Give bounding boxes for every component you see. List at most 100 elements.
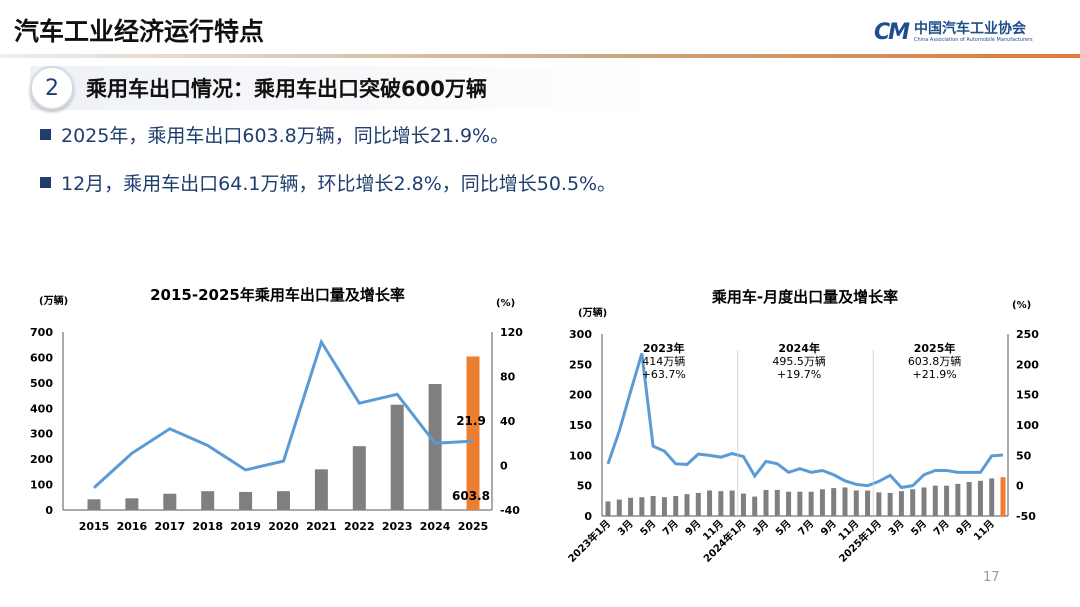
bar (650, 495, 656, 516)
logo-en: China Association of Automobile Manufact… (914, 37, 1033, 43)
y2-axis-label: (%) (496, 298, 515, 309)
x-tick-label: 11月 (971, 518, 996, 543)
y-tick-label: 250 (569, 358, 592, 371)
y2-tick-label: 40 (500, 415, 516, 428)
bar (718, 491, 724, 516)
annotation-year: 2023年 (643, 341, 685, 355)
y-tick-label: 300 (569, 328, 592, 341)
y-tick-label: 150 (569, 419, 592, 432)
bullet-text: 2025年，乘用车出口603.8万辆，同比增长21.9%。 (61, 125, 510, 147)
y-tick-label: 300 (30, 428, 53, 441)
y-tick-label: 600 (30, 351, 53, 364)
logo-mark-icon: CM (874, 20, 910, 45)
bar (808, 491, 814, 516)
bar (684, 494, 690, 516)
bar (616, 499, 622, 516)
growth-line (606, 352, 1004, 490)
x-tick-label: 2019 (230, 520, 261, 533)
bar (921, 487, 927, 516)
y2-tick-label: 0 (500, 460, 508, 473)
logo-cn: 中国汽车工业协会 (914, 21, 1027, 37)
y2-tick-label: -50 (1016, 510, 1036, 523)
bar (628, 497, 634, 516)
annotation-volume: 495.5万辆 (772, 354, 826, 368)
y-tick-label: 500 (30, 377, 53, 390)
y2-tick-label: 150 (1016, 389, 1039, 402)
bullet-square-icon (40, 177, 51, 188)
bar (428, 384, 442, 510)
bar (390, 404, 404, 510)
bar (898, 491, 904, 516)
bar (989, 478, 995, 516)
annotation-volume: 603.8万辆 (908, 354, 962, 368)
x-tick-label: 2022 (344, 520, 375, 533)
bar (239, 491, 253, 510)
section-number: 2 (30, 66, 74, 110)
x-tick-label: 2015 (79, 520, 110, 533)
bar (277, 491, 290, 510)
y-tick-label: 100 (30, 479, 53, 492)
bar (740, 493, 746, 516)
bar (163, 493, 177, 510)
x-tick-label: 2023 (382, 520, 413, 533)
bar (786, 491, 792, 516)
bar (831, 488, 837, 516)
y-axis-label: (万辆) (578, 306, 607, 319)
chart-title: 乘用车-月度出口量及增长率 (711, 288, 898, 306)
bullet-item: 12月，乘用车出口64.1万辆，环比增长2.8%，同比增长50.5%。 (40, 169, 616, 196)
bar (87, 499, 101, 510)
header-divider (0, 54, 1080, 58)
bar (853, 490, 859, 516)
x-tick-label: 7月 (660, 518, 680, 538)
y-tick-label: 100 (569, 449, 592, 462)
y-tick-label: 0 (45, 504, 53, 517)
bar (955, 483, 961, 516)
x-tick-label: 3月 (615, 518, 635, 538)
annotation-year: 2024年 (778, 341, 820, 355)
y2-tick-label: 200 (1016, 358, 1039, 371)
bar (876, 492, 882, 516)
bar (125, 498, 139, 510)
bar (932, 485, 938, 516)
annotation-growth: +19.7% (777, 368, 821, 381)
x-tick-label: 2023年1月 (565, 517, 613, 565)
y-tick-label: 200 (30, 453, 53, 466)
bullet-item: 2025年，乘用车出口603.8万辆，同比增长21.9%。 (40, 121, 509, 148)
x-tick-label: 2018 (192, 520, 223, 533)
y2-tick-label: 120 (500, 326, 523, 339)
bar (865, 490, 871, 516)
x-tick-label: 2016 (117, 520, 148, 533)
y2-tick-label: 0 (1016, 480, 1024, 493)
bar (763, 489, 769, 516)
x-tick-label: 2024 (420, 520, 451, 533)
annotation-year: 2025年 (914, 341, 956, 355)
bar (944, 485, 950, 516)
y2-tick-label: 100 (1016, 419, 1039, 432)
x-tick-label: 5月 (773, 518, 793, 538)
x-tick-label: 3月 (886, 518, 906, 538)
y-tick-label: 0 (584, 510, 592, 523)
x-tick-label: 3月 (751, 518, 771, 538)
section-heading: 2 乘用车出口情况：乘用车出口突破600万辆 (30, 66, 1080, 110)
y2-tick-label: -40 (500, 504, 520, 517)
bar (661, 497, 667, 516)
x-tick-label: 2025 (458, 520, 489, 533)
bar (639, 497, 645, 516)
chart-title: 2015-2025年乘用车出口量及增长率 (150, 286, 405, 304)
bar (910, 489, 916, 516)
data-label: 21.9 (456, 414, 486, 428)
y-tick-label: 50 (577, 480, 593, 493)
annotation-growth: +21.9% (912, 368, 956, 381)
x-tick-label: 2020 (268, 520, 299, 533)
y-axis-label: (万辆) (39, 294, 68, 307)
bar (966, 482, 972, 516)
bar (977, 480, 983, 516)
bar (707, 490, 713, 516)
bar (695, 492, 701, 516)
y2-tick-label: 250 (1016, 328, 1039, 341)
bar (314, 469, 328, 510)
x-tick-label: 5月 (909, 518, 929, 538)
bar (466, 356, 480, 510)
